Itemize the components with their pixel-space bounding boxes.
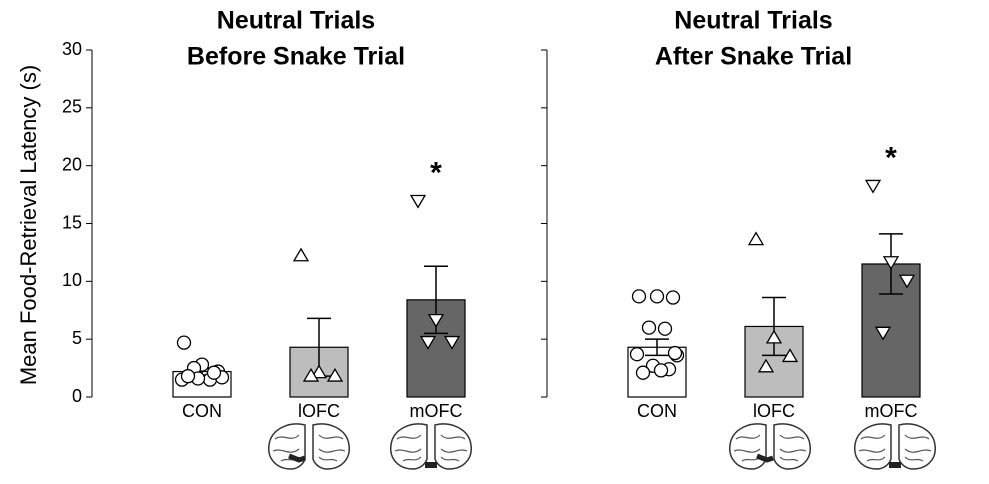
data-point bbox=[633, 290, 646, 303]
y-tick-label: 20 bbox=[62, 154, 82, 174]
y-tick-label: 10 bbox=[62, 270, 82, 290]
y-tick-label: 25 bbox=[62, 97, 82, 117]
x-tick-label: CON bbox=[182, 401, 222, 421]
data-point bbox=[651, 290, 664, 303]
data-point bbox=[749, 233, 763, 245]
data-point bbox=[637, 366, 650, 379]
y-tick-label: 0 bbox=[72, 386, 82, 406]
chart: Mean Food-Retrieval Latency (s) Neutral … bbox=[0, 0, 989, 479]
data-point bbox=[208, 366, 221, 379]
x-tick-label: mOFC bbox=[865, 401, 918, 421]
panel-title: Before Snake Trial bbox=[187, 43, 405, 71]
significance-marker: * bbox=[430, 156, 442, 189]
data-point bbox=[655, 364, 668, 377]
x-tick-label: lOFC bbox=[753, 401, 795, 421]
y-axis-label: Mean Food-Retrieval Latency (s) bbox=[16, 65, 41, 385]
data-point bbox=[667, 291, 680, 304]
y-tick-label: 5 bbox=[72, 328, 82, 348]
x-tick-label: mOFC bbox=[410, 401, 463, 421]
x-tick-label: lOFC bbox=[298, 401, 340, 421]
data-point bbox=[866, 180, 880, 192]
y-tick-label: 30 bbox=[62, 39, 82, 59]
y-tick-label: 15 bbox=[62, 212, 82, 232]
lofc-lesion bbox=[289, 456, 773, 460]
data-point bbox=[294, 249, 308, 261]
panel-title: Neutral Trials bbox=[674, 7, 832, 35]
data-point bbox=[182, 370, 195, 383]
panel-title: After Snake Trial bbox=[655, 43, 852, 71]
data-point bbox=[178, 336, 191, 349]
data-point bbox=[669, 347, 682, 360]
x-tick-label: CON bbox=[637, 401, 677, 421]
data-point bbox=[643, 321, 656, 334]
data-point bbox=[411, 195, 425, 207]
mofc-lesion bbox=[425, 462, 901, 468]
data-point bbox=[631, 348, 644, 361]
data-point bbox=[659, 322, 672, 335]
significance-marker: * bbox=[885, 141, 897, 174]
panel-title: Neutral Trials bbox=[217, 7, 375, 35]
